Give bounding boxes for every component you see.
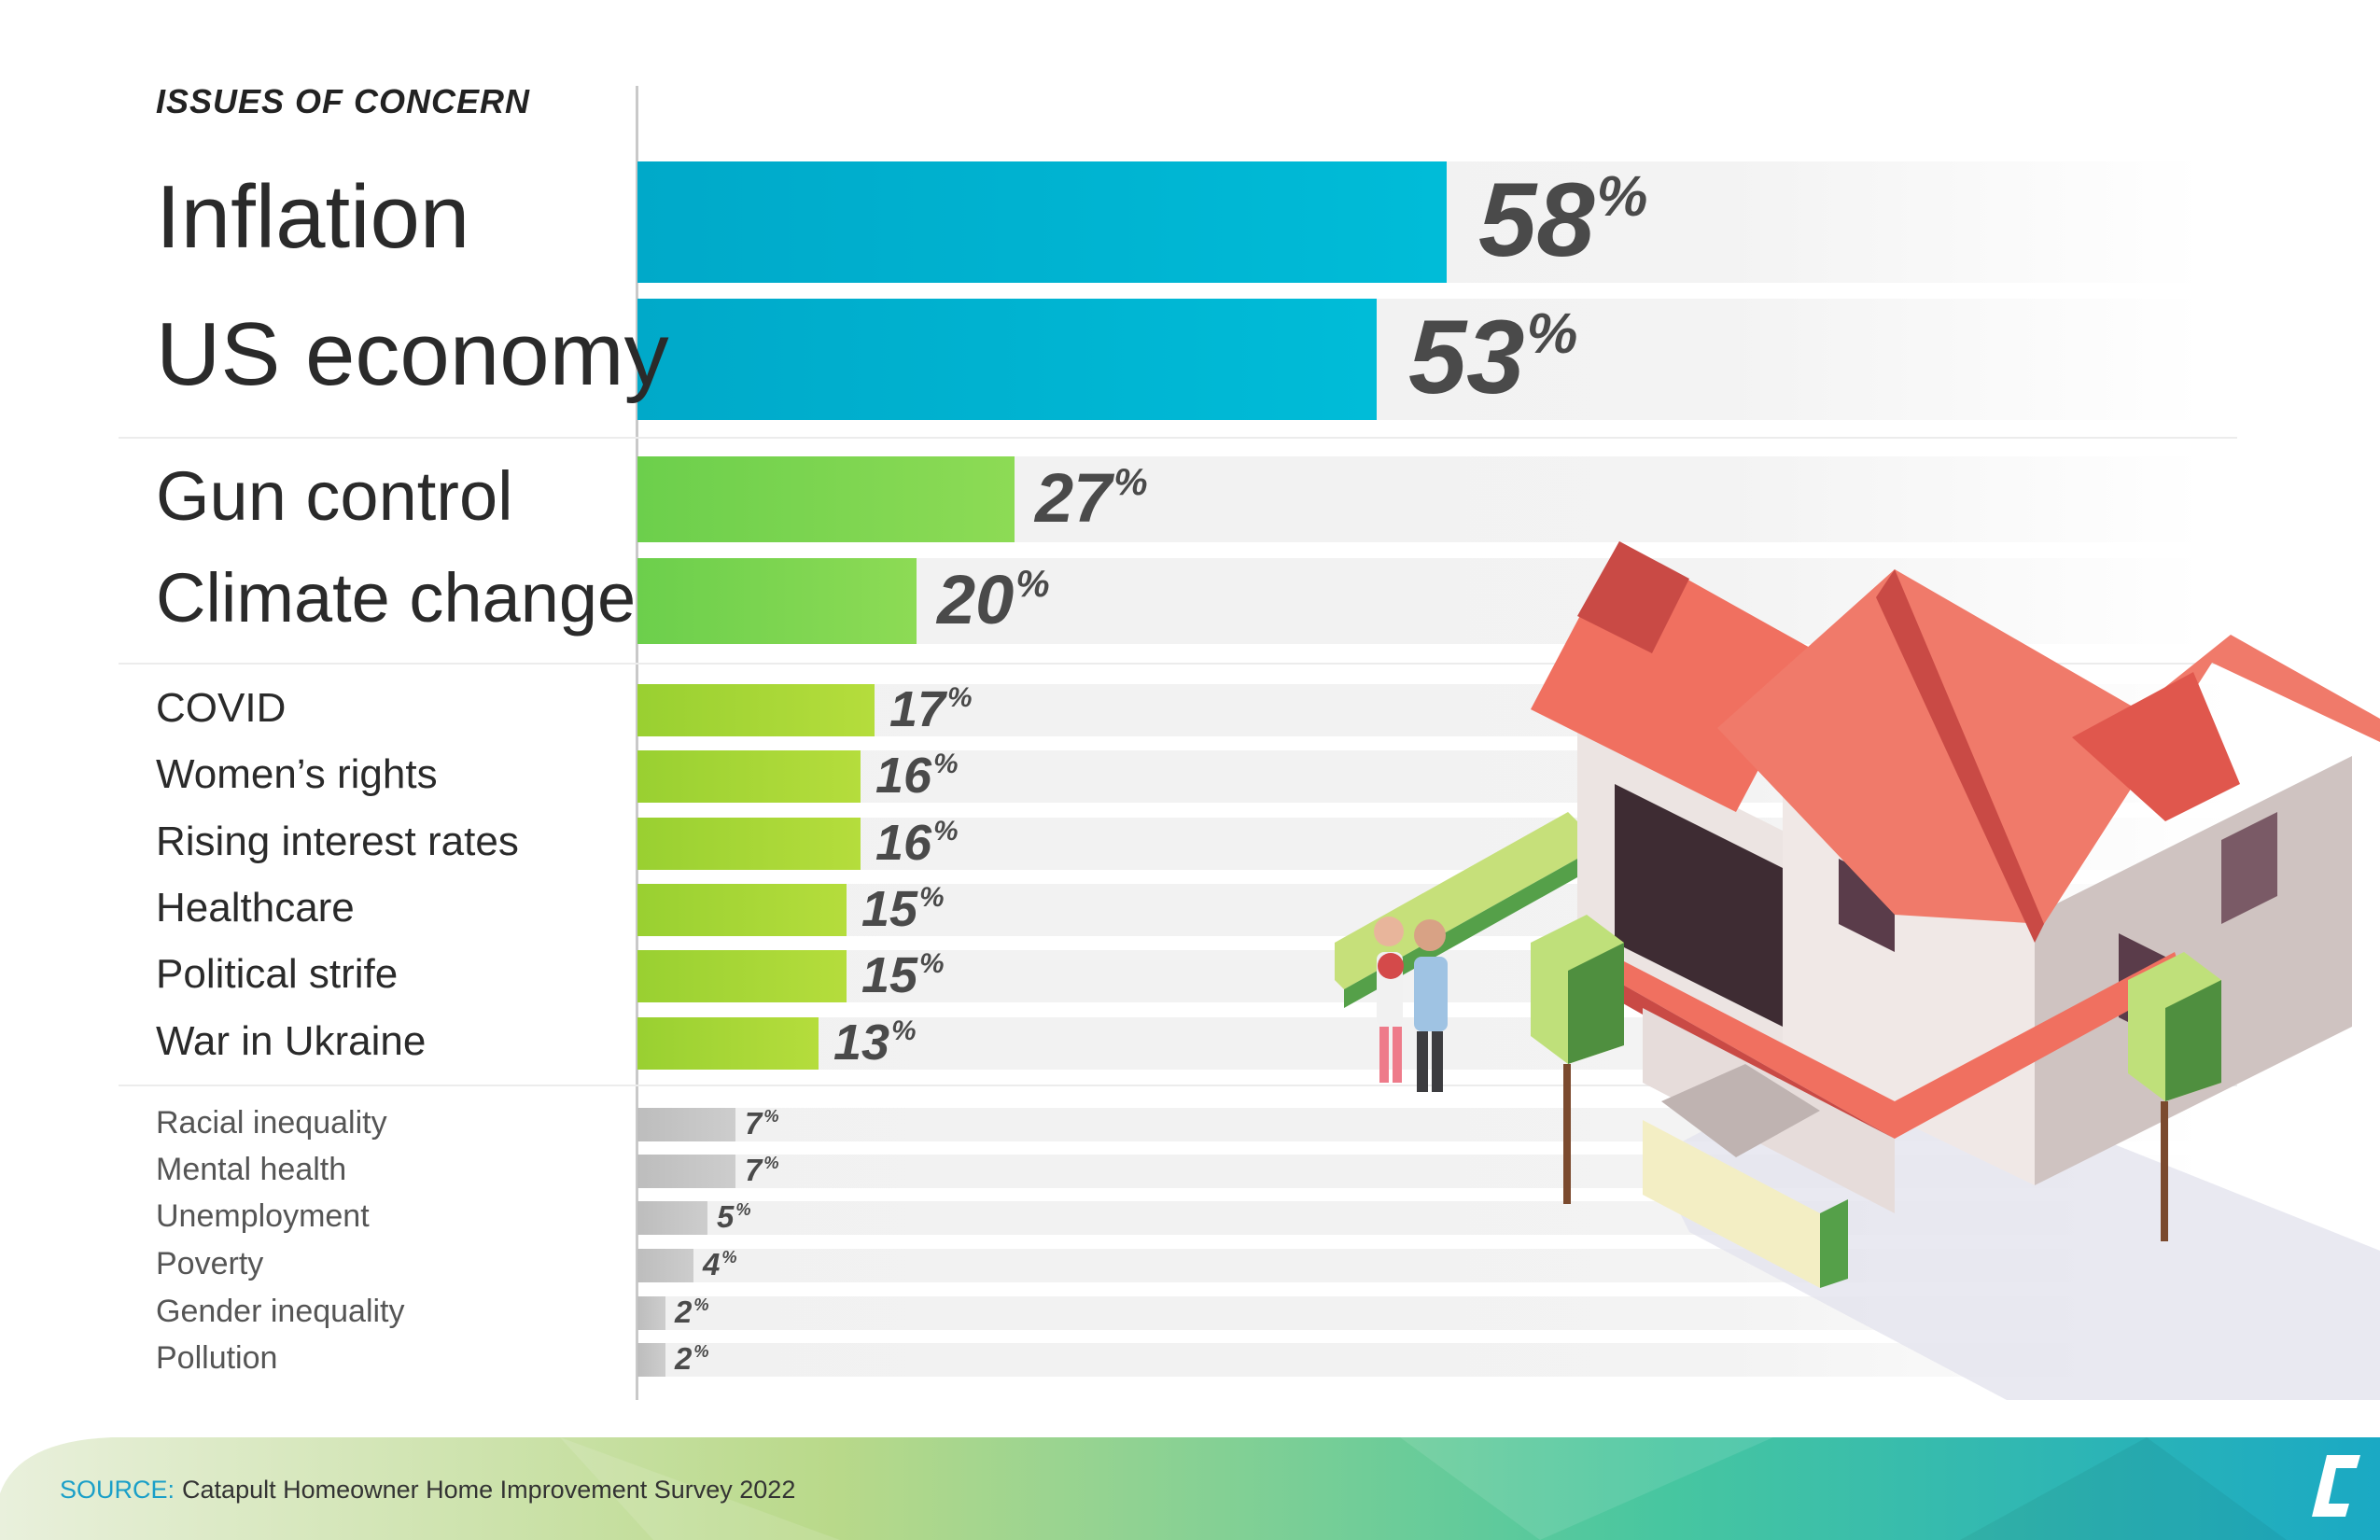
house-illustration: [1335, 541, 2380, 1400]
bar: [637, 1249, 693, 1282]
category-label: Climate change: [156, 559, 637, 637]
value-label: 15%: [861, 880, 945, 937]
bar: [637, 1155, 735, 1188]
bar: [637, 1201, 707, 1235]
bar: [637, 456, 1015, 542]
category-label: Gender inequality: [156, 1293, 405, 1329]
tier-separator: [119, 663, 2237, 665]
value-label: 15%: [861, 946, 945, 1003]
category-label: Unemployment: [156, 1197, 370, 1234]
category-label: Rising interest rates: [156, 818, 519, 864]
source-text: Catapult Homeowner Home Improvement Surv…: [182, 1476, 796, 1504]
bar: [637, 299, 1377, 420]
catapult-logo-icon: [2312, 1455, 2360, 1517]
category-label: Political strife: [156, 950, 399, 997]
value-label: 2%: [675, 1295, 709, 1330]
category-label: Inflation: [156, 167, 470, 268]
bar: [637, 1017, 819, 1070]
category-label: Pollution: [156, 1339, 278, 1376]
bar: [637, 161, 1447, 283]
category-label: Mental health: [156, 1151, 347, 1187]
value-label: 13%: [833, 1014, 917, 1071]
category-label: US economy: [156, 304, 669, 405]
value-label: 20%: [937, 560, 1050, 638]
value-label: 4%: [703, 1247, 737, 1282]
value-label: 17%: [889, 680, 973, 737]
tier-separator: [119, 1085, 2237, 1086]
category-label: COVID: [156, 684, 287, 731]
value-label: 53%: [1408, 298, 1578, 415]
category-label: Healthcare: [156, 884, 355, 931]
category-label: Women’s rights: [156, 750, 438, 797]
bar: [637, 884, 847, 936]
footer-banner: [0, 1437, 2380, 1540]
category-label: Gun control: [156, 457, 513, 536]
category-label: Poverty: [156, 1245, 264, 1281]
value-label: 7%: [745, 1106, 779, 1141]
value-label: 58%: [1478, 161, 1648, 278]
axis-line: [636, 86, 638, 1400]
bar: [637, 818, 861, 870]
source-note: SOURCE: Catapult Homeowner Home Improveme…: [60, 1476, 795, 1505]
source-label: SOURCE:: [60, 1476, 175, 1504]
value-label: 16%: [875, 814, 959, 871]
bar: [637, 1343, 665, 1377]
bar: [637, 1296, 665, 1330]
bar: [637, 750, 861, 803]
category-label: War in Ukraine: [156, 1017, 427, 1064]
bar: [637, 684, 875, 736]
category-label: Racial inequality: [156, 1104, 387, 1141]
bar: [637, 558, 917, 644]
bar: [637, 1108, 735, 1141]
value-label: 16%: [875, 747, 959, 804]
value-label: 5%: [717, 1199, 751, 1235]
chart-title: ISSUES OF CONCERN: [156, 82, 531, 120]
value-label: 7%: [745, 1153, 779, 1188]
bar: [637, 950, 847, 1002]
value-label: 2%: [675, 1341, 709, 1377]
tier-separator: [119, 437, 2237, 439]
value-label: 27%: [1035, 458, 1148, 537]
